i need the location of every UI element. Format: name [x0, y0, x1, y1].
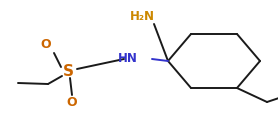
Text: HN: HN — [118, 52, 138, 66]
Text: S: S — [63, 65, 73, 80]
Text: O: O — [41, 38, 51, 52]
Text: O: O — [67, 97, 77, 109]
Text: H₂N: H₂N — [130, 10, 155, 22]
